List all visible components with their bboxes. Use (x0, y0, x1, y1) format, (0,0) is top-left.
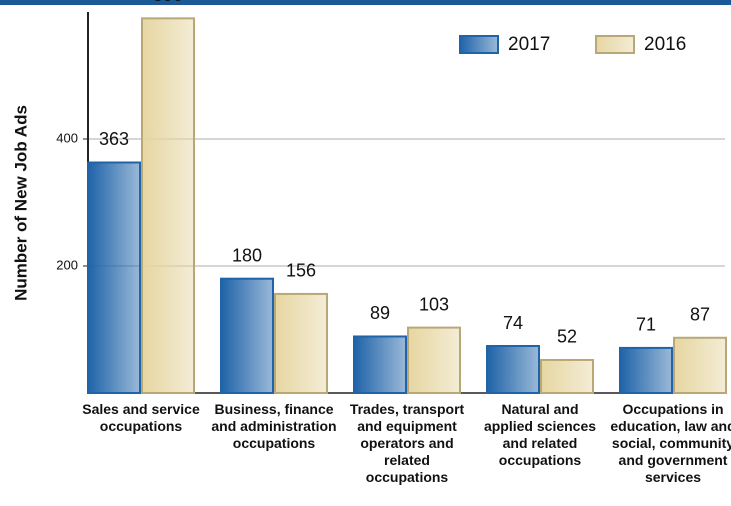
data-label: 71 (636, 315, 656, 335)
bar (141, 17, 195, 394)
data-label: 87 (690, 305, 710, 325)
data-label: 89 (370, 303, 390, 323)
legend-swatch (459, 35, 499, 54)
bar (486, 345, 540, 395)
data-label: 180 (232, 245, 262, 265)
bar (619, 346, 673, 395)
legend-label: 2016 (644, 34, 686, 55)
data-label: 103 (419, 294, 449, 314)
legend-swatch (595, 35, 635, 54)
legend-label: 2017 (508, 34, 550, 55)
data-label: 590 (153, 0, 183, 5)
x-tick-label: Trades, transport and equipment operator… (349, 401, 465, 485)
bar (274, 292, 328, 394)
bar (673, 336, 727, 395)
y-tick-label: 400 (56, 130, 78, 145)
data-label: 52 (557, 327, 577, 347)
bar (407, 326, 461, 394)
data-label: 74 (503, 313, 523, 333)
y-axis-label: Number of New Job Ads (11, 105, 30, 301)
bar (220, 277, 274, 395)
x-tick-label: Sales and service occupations (82, 401, 200, 434)
x-tick-label: Natural and applied sciences and related… (483, 401, 597, 468)
y-tick-label: 200 (56, 257, 78, 272)
bar (353, 335, 407, 394)
bar (540, 358, 594, 395)
data-label: 156 (286, 261, 316, 281)
bar (87, 161, 141, 394)
x-tick-label: Business, finance and administration occ… (211, 401, 337, 451)
x-tick-label: Occupations in education, law and social… (610, 401, 731, 485)
header-strip (0, 0, 731, 5)
data-label: 363 (99, 129, 129, 149)
